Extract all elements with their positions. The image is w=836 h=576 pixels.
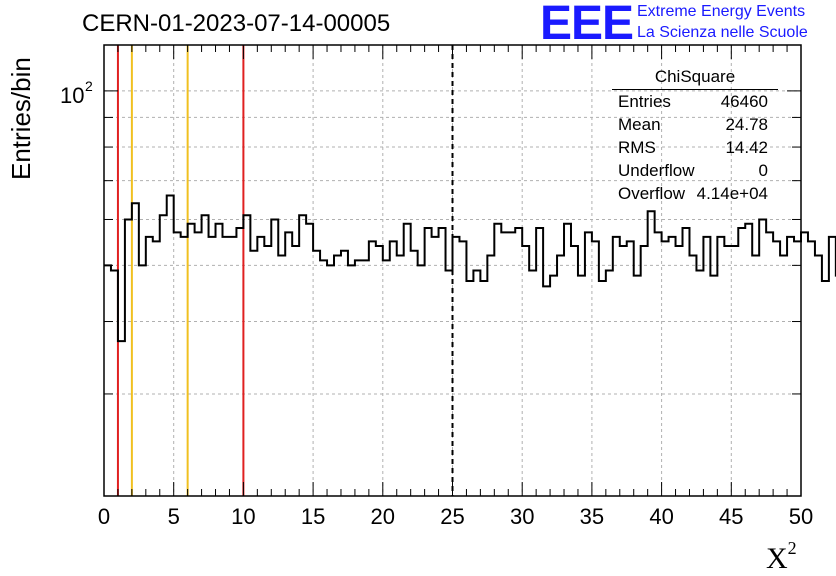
x-tick-label: 0 <box>98 504 110 529</box>
stats-value: 0 <box>758 161 768 180</box>
y-tick-label-exponent: 2 <box>85 78 93 94</box>
logo-tagline-1: Extreme Energy Events <box>637 3 806 20</box>
chart-title: CERN-01-2023-07-14-00005 <box>82 10 391 37</box>
stats-value: 46460 <box>720 92 768 111</box>
stats-key: Overflow <box>618 184 686 203</box>
stats-key: Entries <box>618 92 671 111</box>
x-axis-label-superscript: 2 <box>787 538 797 558</box>
stats-row-overflow: Overflow 4.14e+04 <box>610 182 778 205</box>
x-tick-label: 35 <box>580 504 604 529</box>
x-tick-label: 45 <box>719 504 743 529</box>
x-tick-label: 25 <box>440 504 464 529</box>
stats-row-mean: Mean 24.78 <box>610 113 778 136</box>
logo-tagline-2: La Scienza nelle Scuole <box>637 24 808 41</box>
x-axis-label-text: X <box>766 542 788 575</box>
stats-title: ChiSquare <box>612 67 778 90</box>
stats-box: ChiSquare Entries 46460 Mean 24.78 RMS 14.4… <box>610 67 778 205</box>
x-axis-label: X2 <box>766 538 797 576</box>
x-tick-label: 10 <box>231 504 255 529</box>
y-axis-label: Entries/bin <box>6 57 36 180</box>
stats-key: Mean <box>618 115 661 134</box>
stats-row-entries: Entries 46460 <box>610 90 778 113</box>
x-tick-label: 20 <box>371 504 395 529</box>
histogram-series <box>104 194 836 343</box>
x-tick-label: 50 <box>789 504 813 529</box>
stats-key: Underflow <box>618 161 695 180</box>
stats-value: 4.14e+04 <box>696 184 768 203</box>
stats-value: 24.78 <box>725 115 768 134</box>
stats-key: RMS <box>618 138 656 157</box>
x-tick-label: 30 <box>510 504 534 529</box>
x-tick-label: 15 <box>301 504 325 529</box>
stats-row-rms: RMS 14.42 <box>610 136 778 159</box>
stats-row-underflow: Underflow 0 <box>610 159 778 182</box>
x-tick-label: 40 <box>649 504 673 529</box>
x-tick-label: 5 <box>168 504 180 529</box>
stats-value: 14.42 <box>725 138 768 157</box>
y-tick-label-base: 10 <box>60 83 84 108</box>
eee-logo: EEE <box>540 0 634 50</box>
